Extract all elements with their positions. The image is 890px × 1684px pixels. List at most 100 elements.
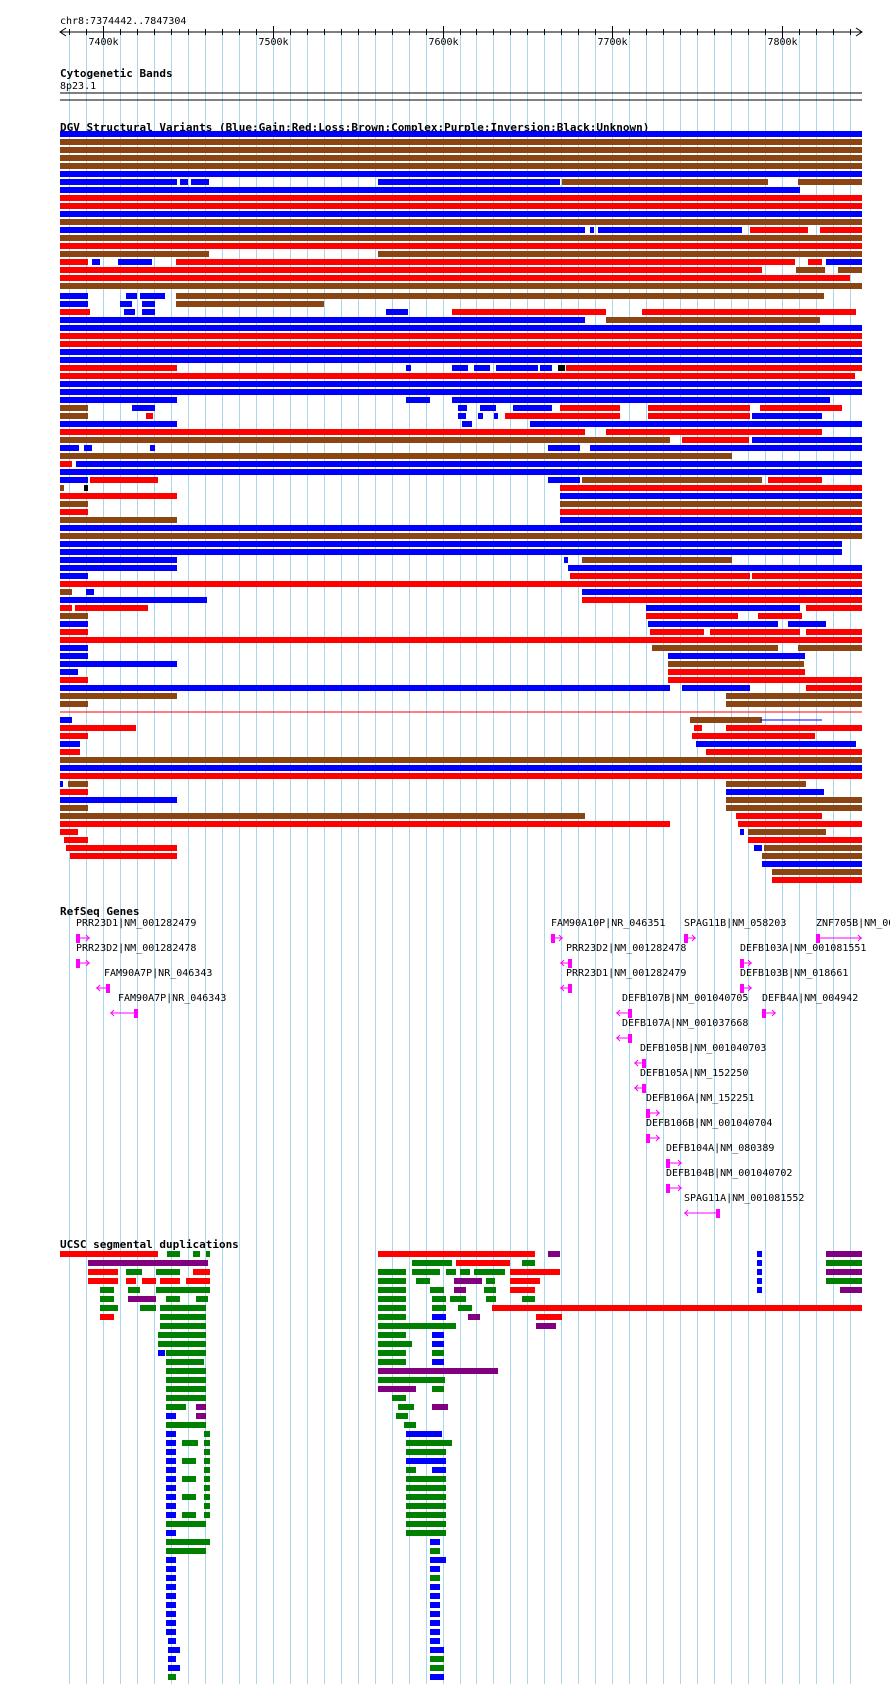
segdup-feature xyxy=(128,1287,140,1293)
dgv-variant xyxy=(70,853,177,859)
dgv-variant xyxy=(726,781,806,787)
dgv-variant xyxy=(60,685,670,691)
dgv-variant xyxy=(452,365,468,371)
dgv-variant xyxy=(496,365,538,371)
segdup-track[interactable]: UCSC segmental duplications xyxy=(60,1238,862,1680)
dgv-variant xyxy=(60,821,670,827)
segdup-feature xyxy=(406,1449,446,1455)
dgv-variant xyxy=(710,629,800,635)
dgv-variant xyxy=(806,629,862,635)
segdup-feature xyxy=(204,1458,210,1464)
dgv-variant xyxy=(60,381,862,387)
segdup-feature xyxy=(432,1305,446,1311)
segdup-feature xyxy=(474,1269,505,1275)
dgv-variant xyxy=(60,461,72,467)
dgv-variant xyxy=(838,267,862,273)
refseq-track-title: RefSeq Genes xyxy=(60,905,139,918)
segdup-feature xyxy=(158,1332,206,1338)
strand-left-arrow-icon xyxy=(684,1209,689,1217)
dgv-variant xyxy=(60,533,862,539)
dgv-variant xyxy=(90,477,158,483)
segdup-feature xyxy=(166,1593,176,1599)
dgv-variant xyxy=(568,565,862,571)
segdup-feature xyxy=(757,1287,762,1293)
dgv-variant xyxy=(60,365,177,371)
gene-exon xyxy=(628,1009,632,1018)
segdup-feature xyxy=(406,1485,446,1491)
dgv-variant xyxy=(808,259,822,265)
dgv-variant xyxy=(726,805,862,811)
refseq-track[interactable]: RefSeq Genes PRR23D1|NM_001282479 PRR23D2… xyxy=(60,905,890,1218)
segdup-feature xyxy=(166,1377,206,1383)
segdup-feature xyxy=(100,1287,114,1293)
dgv-variant xyxy=(120,301,132,307)
segdup-feature xyxy=(167,1251,180,1257)
segdup-feature xyxy=(446,1269,456,1275)
segdup-feature xyxy=(182,1512,196,1518)
cytoband-track[interactable]: Cytogenetic Bands 8p23.1 xyxy=(60,67,862,101)
segdup-feature xyxy=(168,1638,176,1644)
dgv-track-title: DGV Structural Variants (Blue:Gain;Red:L… xyxy=(60,121,649,134)
gene-exon xyxy=(816,934,820,943)
gene-exon xyxy=(666,1184,670,1193)
dgv-variant xyxy=(60,437,670,443)
dgv-variant xyxy=(564,557,568,563)
dgv-track[interactable]: DGV Structural Variants (Blue:Gain;Red:L… xyxy=(60,121,862,883)
segdup-feature xyxy=(166,1368,206,1374)
dgv-variant xyxy=(60,453,732,459)
ruler-minor-ticks xyxy=(69,29,851,35)
segdup-feature xyxy=(406,1530,446,1536)
gene-exon xyxy=(642,1059,646,1068)
dgv-variant xyxy=(60,131,862,137)
dgv-variant xyxy=(60,147,862,153)
strand-left-arrow-icon xyxy=(560,984,565,992)
segdup-feature xyxy=(492,1305,862,1311)
segdup-feature xyxy=(204,1494,210,1500)
dgv-variant xyxy=(726,789,824,795)
dgv-variant xyxy=(590,227,594,233)
segdup-feature xyxy=(826,1269,862,1275)
position-label: chr8:7374442..7847304 xyxy=(60,16,186,27)
ruler-tick-label: 7700k xyxy=(597,37,627,48)
dgv-variant xyxy=(60,693,177,699)
segdup-feature xyxy=(206,1251,210,1257)
segdup-feature xyxy=(166,1440,176,1446)
segdup-feature xyxy=(430,1548,440,1554)
dgv-variant xyxy=(560,485,862,491)
dgv-variant xyxy=(60,509,88,515)
segdup-feature xyxy=(406,1440,452,1446)
segdup-feature xyxy=(396,1413,408,1419)
dgv-variant xyxy=(566,365,862,371)
gene-label: DEFB103A|NM_001081551 xyxy=(740,943,866,954)
dgv-variant xyxy=(60,661,177,667)
dgv-variant xyxy=(60,227,585,233)
dgv-variant xyxy=(598,227,742,233)
segdup-feature xyxy=(432,1296,446,1302)
segdup-feature xyxy=(430,1566,440,1572)
segdup-feature xyxy=(100,1305,118,1311)
segdup-feature xyxy=(166,1422,206,1428)
segdup-feature xyxy=(100,1296,114,1302)
segdup-feature xyxy=(430,1638,440,1644)
ruler-track[interactable]: chr8:7374442..7847304 7400k 7500k 7600k 770… xyxy=(59,16,863,48)
gene-label: FAM90A7P|NR_046343 xyxy=(118,993,226,1004)
dgv-variant xyxy=(142,309,155,315)
gene-exon xyxy=(76,959,80,968)
segdup-feature xyxy=(378,1341,412,1347)
dgv-variant xyxy=(60,605,72,611)
segdup-feature xyxy=(166,1296,180,1302)
dgv-variant xyxy=(692,733,815,739)
segdup-feature xyxy=(468,1314,480,1320)
gene-exon xyxy=(684,934,688,943)
dgv-variant xyxy=(582,477,762,483)
segdup-feature xyxy=(100,1314,114,1320)
segdup-feature xyxy=(378,1386,416,1392)
dgv-variant xyxy=(60,797,177,803)
segdup-feature xyxy=(430,1602,440,1608)
segdup-feature xyxy=(430,1539,440,1545)
dgv-variant xyxy=(60,493,177,499)
segdup-feature xyxy=(432,1359,444,1365)
segdup-feature xyxy=(193,1251,200,1257)
dgv-variant xyxy=(60,333,862,339)
dgv-variant xyxy=(60,573,88,579)
